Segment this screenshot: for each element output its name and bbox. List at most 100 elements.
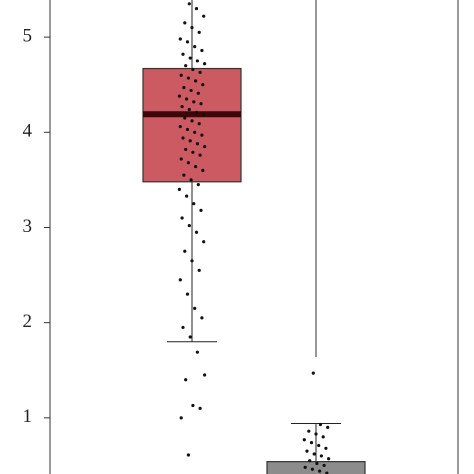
data-point	[193, 130, 197, 134]
data-point	[186, 161, 190, 165]
y-tick-label: 5	[23, 25, 33, 46]
data-point	[197, 122, 201, 126]
data-point	[198, 153, 202, 157]
data-point	[193, 306, 197, 310]
data-point	[324, 446, 328, 450]
data-point	[187, 223, 191, 228]
y-tick-label: 1	[23, 406, 33, 427]
data-point	[197, 268, 201, 272]
data-point	[184, 147, 188, 152]
data-point	[317, 443, 321, 448]
data-point	[303, 465, 307, 469]
data-point	[180, 216, 184, 220]
data-point	[202, 14, 206, 18]
data-point	[322, 463, 326, 468]
data-point	[191, 403, 195, 408]
data-point	[327, 457, 331, 461]
data-point	[194, 110, 199, 114]
data-point	[194, 230, 199, 234]
data-point	[188, 139, 192, 143]
data-point	[202, 240, 206, 244]
data-point	[190, 119, 194, 123]
data-point	[199, 102, 203, 106]
data-point	[187, 107, 191, 112]
data-point	[185, 194, 189, 198]
y-tick-label: 2	[23, 311, 33, 332]
data-point	[195, 142, 199, 146]
data-point	[181, 325, 185, 330]
data-point	[197, 30, 201, 34]
data-point	[183, 249, 187, 253]
data-point	[203, 373, 207, 377]
data-point	[189, 178, 193, 182]
data-point	[188, 56, 192, 60]
data-point	[179, 416, 183, 420]
data-point	[177, 94, 181, 98]
data-point	[318, 469, 322, 473]
data-point	[203, 144, 207, 149]
data-point	[186, 453, 190, 457]
data-point	[183, 21, 187, 25]
data-point	[187, 2, 191, 6]
data-point	[307, 429, 311, 433]
data-point	[311, 371, 315, 375]
data-point	[325, 471, 329, 474]
data-point	[308, 459, 312, 463]
data-point	[179, 157, 183, 161]
data-point	[195, 350, 199, 354]
data-point	[193, 45, 197, 49]
data-point	[305, 449, 309, 453]
data-point	[192, 202, 196, 206]
data-point	[310, 467, 314, 471]
data-point	[182, 173, 186, 177]
data-point	[178, 278, 182, 282]
data-point	[182, 85, 186, 90]
data-point	[190, 26, 194, 30]
data-point	[186, 76, 190, 80]
data-point	[191, 67, 195, 72]
data-point	[189, 88, 193, 93]
y-tick-label: 3	[23, 216, 33, 237]
data-point	[198, 70, 202, 74]
data-point	[201, 83, 205, 87]
data-point	[177, 187, 181, 192]
data-point	[178, 37, 182, 41]
data-point	[184, 378, 188, 382]
data-point	[302, 438, 306, 442]
data-point	[191, 150, 195, 154]
data-point	[184, 64, 188, 68]
data-point	[200, 133, 204, 137]
data-point	[180, 105, 184, 109]
data-point	[318, 422, 323, 427]
box	[142, 67, 242, 183]
data-point	[314, 432, 318, 436]
data-point	[192, 100, 196, 104]
data-point	[321, 435, 325, 439]
data-point	[185, 97, 189, 101]
data-point	[309, 440, 314, 445]
y-tick-label: 4	[23, 121, 33, 142]
data-point	[181, 52, 185, 56]
data-point	[179, 73, 183, 77]
data-point	[199, 208, 203, 212]
data-point	[185, 292, 190, 296]
data-point	[201, 168, 205, 172]
data-point	[185, 127, 190, 132]
data-point	[185, 40, 190, 44]
data-point	[200, 48, 204, 53]
data-point	[315, 461, 319, 466]
data-point	[326, 425, 330, 429]
data-point	[200, 316, 204, 320]
data-point	[178, 124, 182, 129]
data-point	[312, 452, 316, 456]
data-point	[194, 6, 199, 11]
data-point	[198, 406, 202, 410]
data-point	[188, 335, 192, 339]
data-point	[319, 454, 323, 458]
data-point	[183, 116, 187, 120]
box	[266, 461, 366, 474]
data-point	[190, 259, 194, 263]
data-point	[196, 91, 200, 95]
data-point	[194, 164, 198, 169]
